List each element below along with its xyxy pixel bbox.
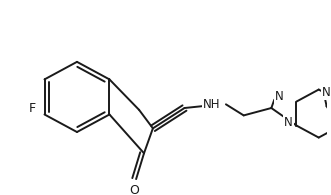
Text: N: N [284, 116, 293, 129]
Text: NH: NH [203, 98, 221, 111]
Text: O: O [129, 184, 139, 195]
Text: N: N [275, 90, 284, 103]
Text: N: N [322, 86, 331, 99]
Text: F: F [29, 102, 36, 115]
